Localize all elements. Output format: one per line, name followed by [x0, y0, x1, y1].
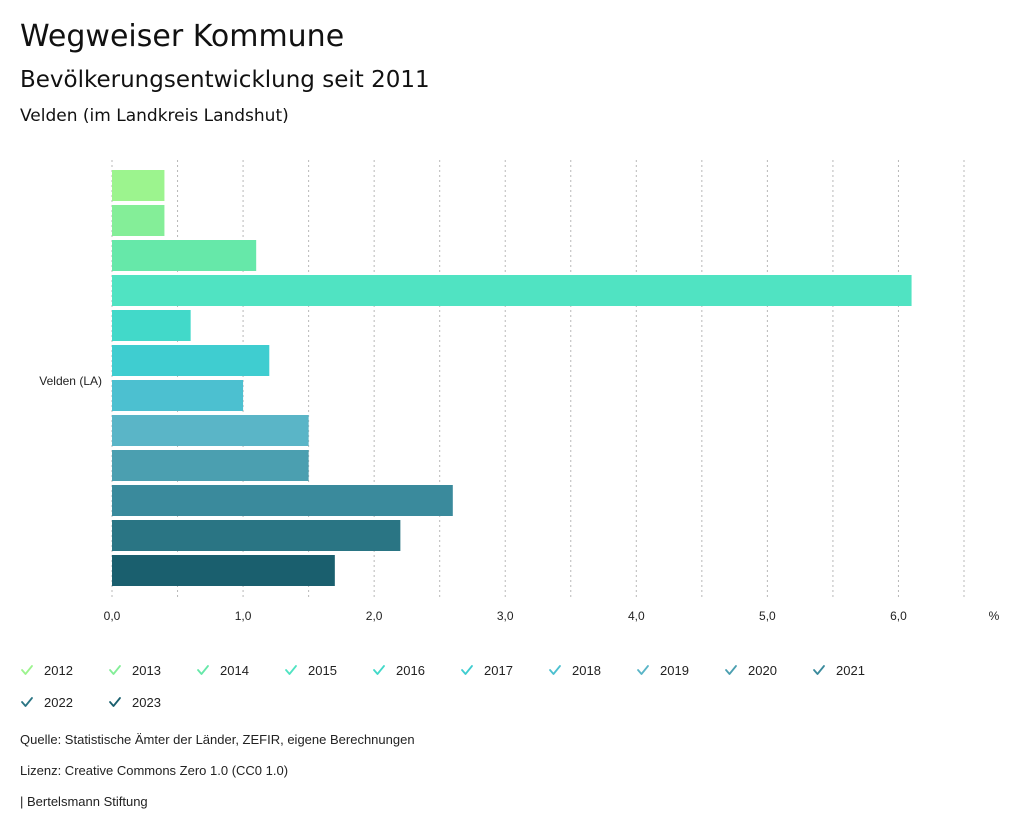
bar-2015	[112, 275, 912, 306]
legend-label: 2023	[132, 694, 161, 710]
bar-2016	[112, 310, 191, 341]
legend-item-2013[interactable]: 2013	[108, 658, 161, 682]
legend-label: 2020	[748, 662, 777, 678]
legend-label: 2021	[836, 662, 865, 678]
source-note: Quelle: Statistische Ämter der Länder, Z…	[20, 732, 415, 747]
legend-label: 2018	[572, 662, 601, 678]
bar-2021	[112, 485, 453, 516]
unit-label: %	[989, 609, 1000, 623]
checkmark-icon	[548, 663, 562, 677]
bar-2012	[112, 170, 165, 201]
legend-item-2021[interactable]: 2021	[812, 658, 865, 682]
legend-item-2023[interactable]: 2023	[108, 690, 161, 714]
bar-2022	[112, 520, 401, 551]
x-tick-label: 6,0	[890, 609, 907, 623]
checkmark-icon	[196, 663, 210, 677]
x-tick-label: 4,0	[628, 609, 645, 623]
legend-item-2017[interactable]: 2017	[460, 658, 513, 682]
checkmark-icon	[108, 663, 122, 677]
checkmark-icon	[20, 695, 34, 709]
legend-item-2014[interactable]: 2014	[196, 658, 249, 682]
bar-2014	[112, 240, 257, 271]
x-tick-label: 3,0	[497, 609, 514, 623]
legend-label: 2013	[132, 662, 161, 678]
publisher-note: | Bertelsmann Stiftung	[20, 794, 148, 809]
legend-label: 2022	[44, 694, 73, 710]
legend-item-2016[interactable]: 2016	[372, 658, 425, 682]
legend-label: 2017	[484, 662, 513, 678]
bar-2023	[112, 555, 335, 586]
bar-2013	[112, 205, 165, 236]
chart-subtitle: Bevölkerungsentwicklung seit 2011	[20, 67, 430, 93]
checkmark-icon	[20, 663, 34, 677]
legend-label: 2012	[44, 662, 73, 678]
bar-2020	[112, 450, 309, 481]
checkmark-icon	[372, 663, 386, 677]
chart-title: Wegweiser Kommune	[20, 19, 345, 54]
checkmark-icon	[724, 663, 738, 677]
checkmark-icon	[812, 663, 826, 677]
legend-item-2022[interactable]: 2022	[20, 690, 73, 714]
legend-item-2018[interactable]: 2018	[548, 658, 601, 682]
checkmark-icon	[108, 695, 122, 709]
legend-label: 2014	[220, 662, 249, 678]
bar-chart: 0,0 1,0 2,0 3,0 4,0 5,0 6,0 % Velden (LA)	[39, 160, 1000, 623]
license-note: Lizenz: Creative Commons Zero 1.0 (CC0 1…	[20, 763, 289, 778]
x-tick-label: 1,0	[235, 609, 252, 623]
legend-label: 2019	[660, 662, 689, 678]
x-tick-label: 5,0	[759, 609, 776, 623]
legend-item-2019[interactable]: 2019	[636, 658, 689, 682]
x-tick-label: 0,0	[104, 609, 121, 623]
bar-2018	[112, 380, 244, 411]
region-label: Velden (im Landkreis Landshut)	[20, 106, 289, 126]
legend-item-2012[interactable]: 2012	[20, 658, 73, 682]
checkmark-icon	[460, 663, 474, 677]
legend-item-2020[interactable]: 2020	[724, 658, 777, 682]
checkmark-icon	[284, 663, 298, 677]
category-label: Velden (LA)	[39, 374, 102, 388]
bar-2017	[112, 345, 270, 376]
bar-2019	[112, 415, 309, 446]
checkmark-icon	[636, 663, 650, 677]
legend-label: 2016	[396, 662, 425, 678]
legend-label: 2015	[308, 662, 337, 678]
legend-item-2015[interactable]: 2015	[284, 658, 337, 682]
x-tick-label: 2,0	[366, 609, 383, 623]
